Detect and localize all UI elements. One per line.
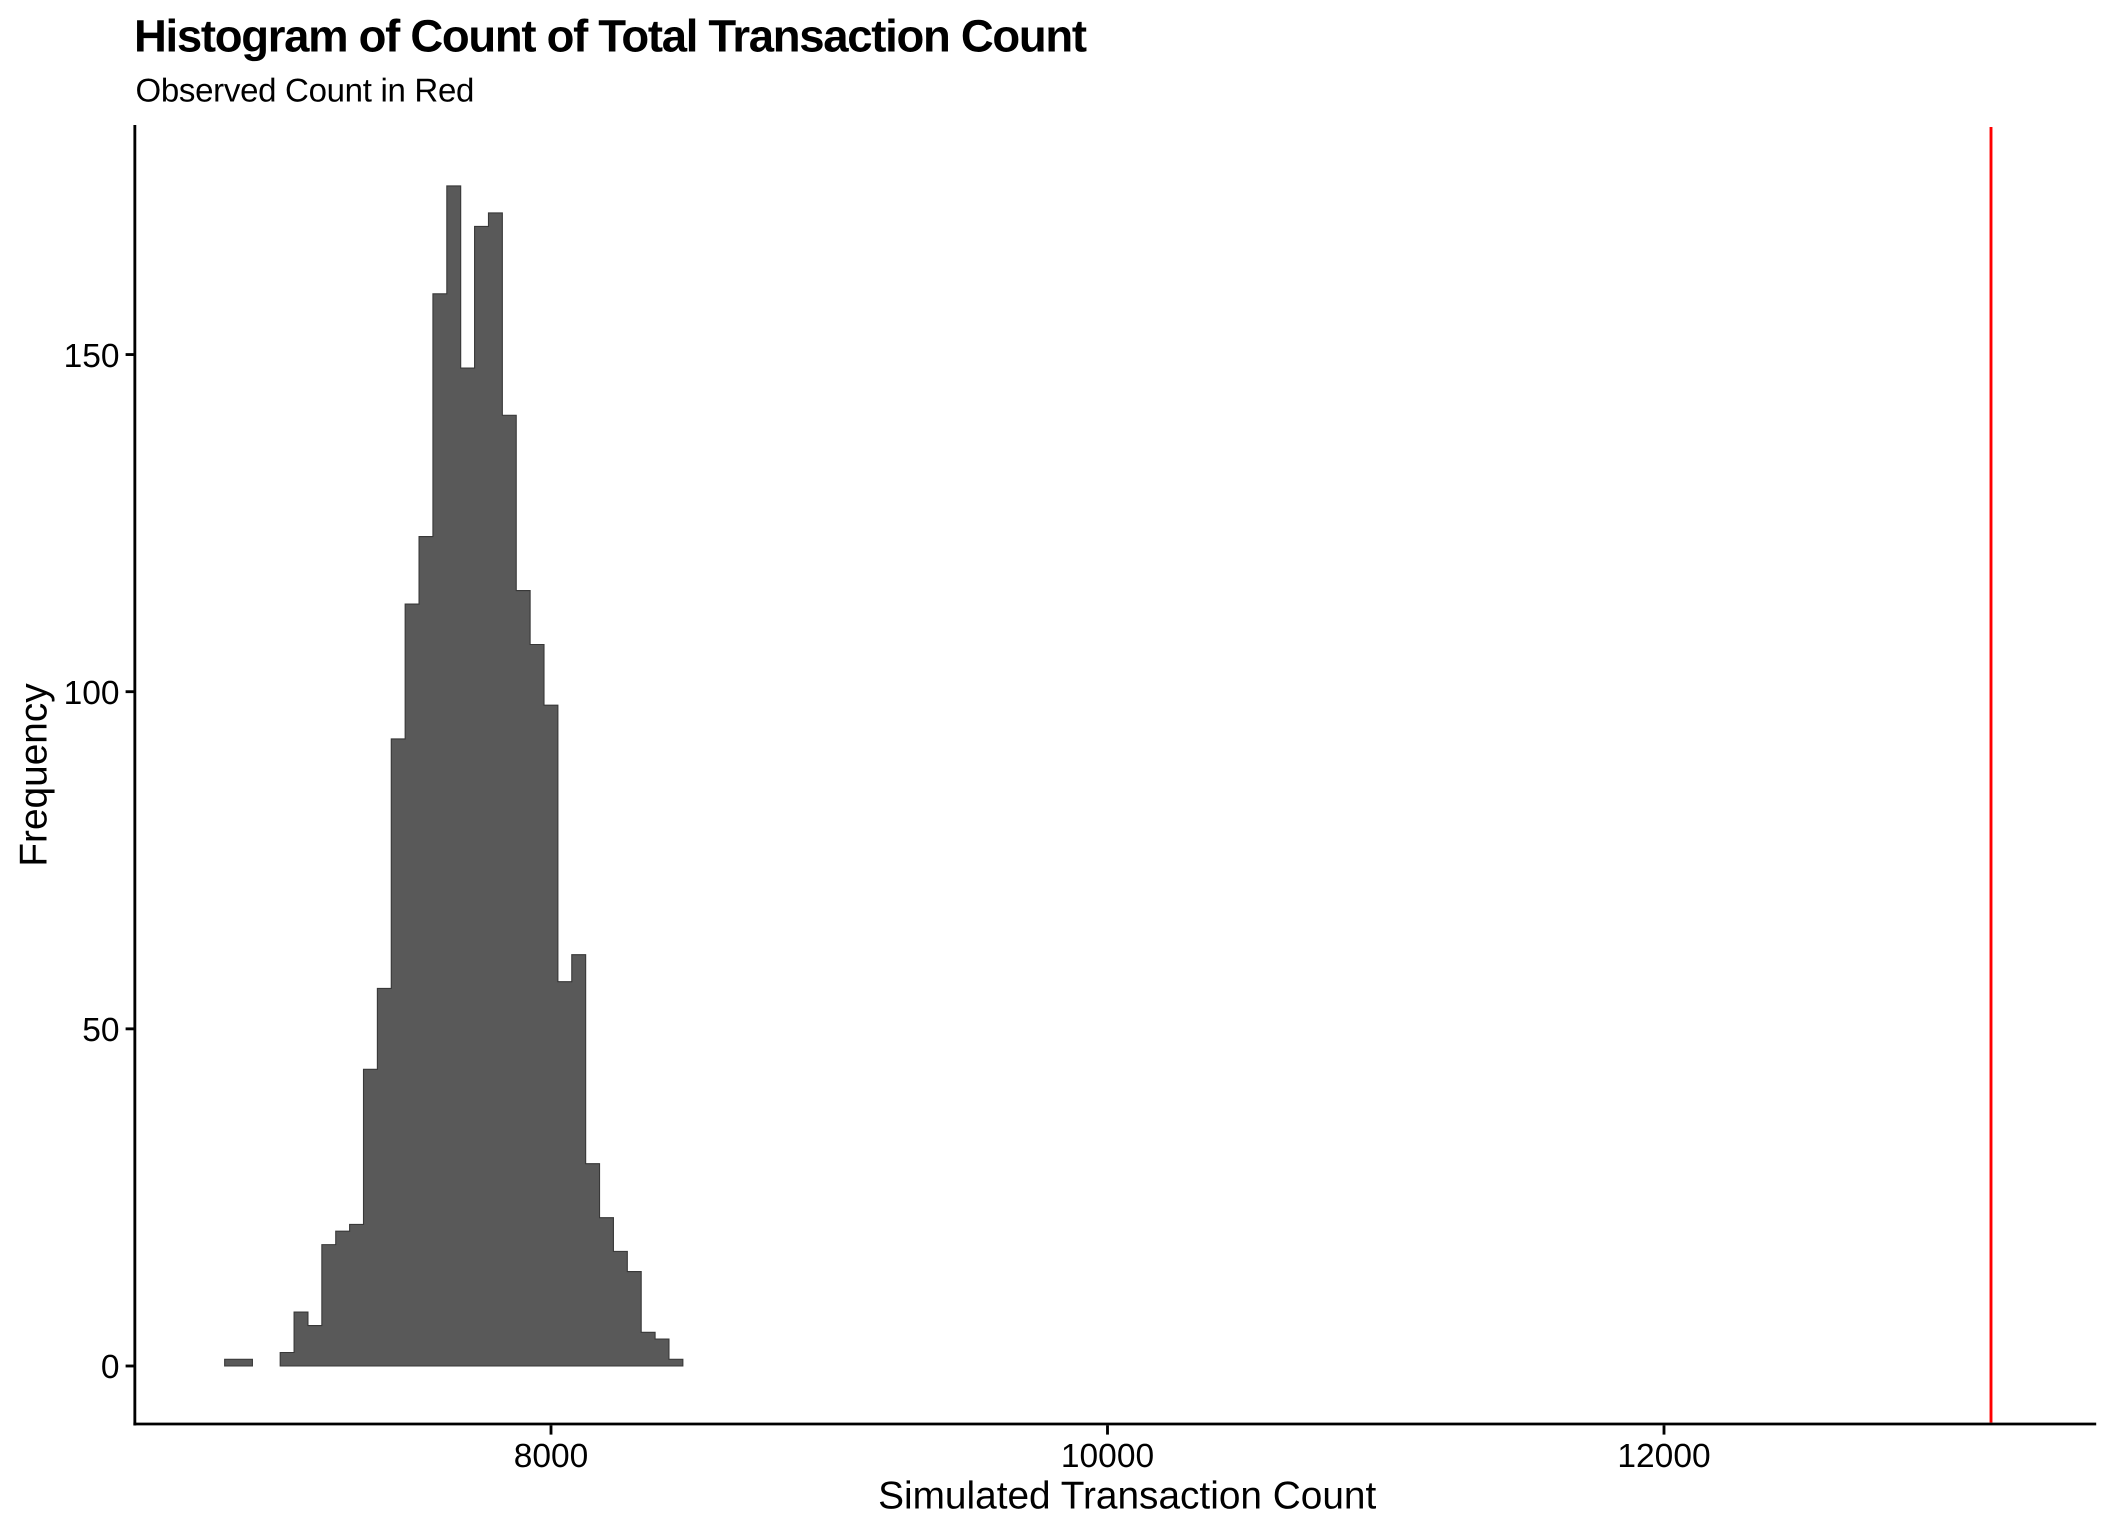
svg-text:100: 100: [64, 675, 120, 712]
svg-text:Observed Count in Red: Observed Count in Red: [136, 72, 475, 109]
svg-text:150: 150: [64, 338, 120, 375]
svg-text:Simulated Transaction Count: Simulated Transaction Count: [878, 1475, 1376, 1518]
svg-text:10000: 10000: [1061, 1438, 1154, 1475]
svg-text:0: 0: [101, 1349, 120, 1386]
svg-text:Frequency: Frequency: [13, 683, 56, 867]
svg-text:Histogram of Count of Total Tr: Histogram of Count of Total Transaction …: [134, 11, 1087, 62]
svg-text:8000: 8000: [514, 1438, 589, 1475]
svg-text:12000: 12000: [1617, 1438, 1710, 1475]
svg-text:50: 50: [82, 1012, 119, 1049]
